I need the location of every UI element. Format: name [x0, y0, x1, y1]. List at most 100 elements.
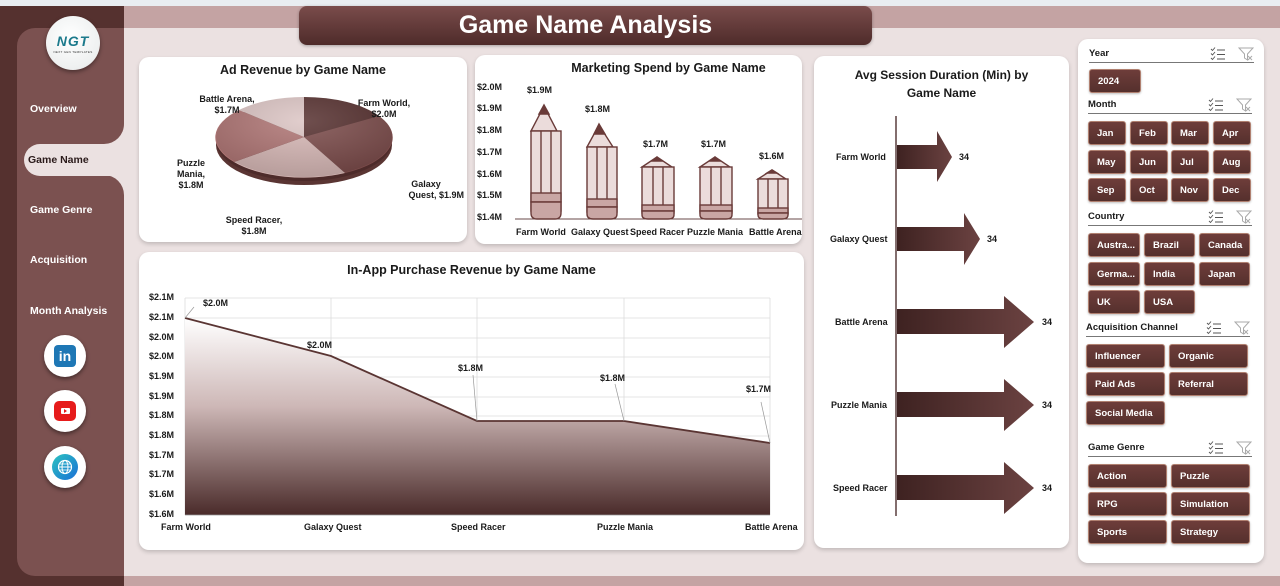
- month-option-jan[interactable]: Jan: [1088, 121, 1126, 145]
- country-option-brazil[interactable]: Brazil: [1144, 233, 1195, 257]
- marketing-spend-chart: Marketing Spend by Game Name $2.0M $1.9M…: [475, 55, 802, 244]
- x-tick: Puzzle Mania: [597, 522, 654, 532]
- pie-chart: [215, 96, 393, 185]
- year-option-2024[interactable]: 2024: [1089, 69, 1141, 93]
- genre-option-puzzle[interactable]: Puzzle: [1171, 464, 1250, 488]
- genre-option-rpg[interactable]: RPG: [1088, 492, 1167, 516]
- sidebar-item-label: Game Genre: [30, 204, 93, 216]
- y-category: Galaxy Quest: [830, 234, 888, 244]
- month-option-nov[interactable]: Nov: [1171, 178, 1209, 202]
- x-tick: Speed Racer: [630, 227, 685, 237]
- y-tick: $2.1M: [149, 312, 175, 322]
- bar-value-label: $1.6M: [759, 151, 785, 161]
- clear-filter-icon[interactable]: [1236, 441, 1252, 455]
- sidebar-item-acquisition[interactable]: Acquisition: [24, 244, 124, 276]
- website-button[interactable]: [44, 446, 86, 488]
- page-title: Game Name Analysis: [299, 6, 872, 45]
- y-tick: $1.4M: [477, 212, 503, 222]
- pie-label-galaxy-quest: Galaxy Quest, $1.9M: [408, 179, 464, 200]
- country-option-canada[interactable]: Canada: [1199, 233, 1250, 257]
- y-tick: $1.7M: [477, 147, 503, 157]
- channel-option-social-media[interactable]: Social Media: [1086, 401, 1165, 425]
- country-option-india[interactable]: India: [1144, 262, 1195, 286]
- month-option-apr[interactable]: Apr: [1213, 121, 1251, 145]
- arrow-bars: [895, 116, 1034, 516]
- sidebar-item-game-genre[interactable]: Game Genre: [24, 194, 124, 226]
- pie-label-puzzle-mania: Puzzle Mania, $1.8M: [176, 158, 205, 190]
- month-option-sep[interactable]: Sep: [1088, 178, 1126, 202]
- channel-option-organic[interactable]: Organic: [1169, 344, 1248, 368]
- y-tick: $2.1M: [149, 292, 175, 302]
- country-option-australia[interactable]: Austra...: [1088, 233, 1140, 257]
- globe-icon: [52, 454, 78, 480]
- chart-title: In-App Purchase Revenue by Game Name: [347, 263, 596, 277]
- y-category: Puzzle Mania: [831, 400, 888, 410]
- genre-slicer-header: Game Genre: [1088, 439, 1252, 457]
- x-tick: Battle Arena: [749, 227, 802, 237]
- month-option-may[interactable]: May: [1088, 150, 1126, 174]
- point-value-label: $1.8M: [458, 363, 484, 373]
- chart-title: Marketing Spend by Game Name: [571, 61, 766, 75]
- genre-option-sports[interactable]: Sports: [1088, 520, 1167, 544]
- channel-option-referral[interactable]: Referral: [1169, 372, 1248, 396]
- country-option-uk[interactable]: UK: [1088, 290, 1140, 314]
- multi-select-icon[interactable]: [1208, 97, 1224, 112]
- linkedin-icon: in: [54, 345, 76, 367]
- linkedin-button[interactable]: in: [44, 335, 86, 377]
- x-tick: Galaxy Quest: [304, 522, 362, 532]
- page-title-text: Game Name Analysis: [458, 11, 713, 39]
- month-option-jul[interactable]: Jul: [1171, 150, 1209, 174]
- point-value-label: $1.7M: [746, 384, 772, 394]
- multi-select-icon[interactable]: [1208, 440, 1224, 455]
- country-option-usa[interactable]: USA: [1144, 290, 1195, 314]
- month-option-jun[interactable]: Jun: [1130, 150, 1168, 174]
- bar-value-label: $1.7M: [643, 139, 669, 149]
- bar-value-label: 34: [1042, 317, 1053, 327]
- genre-option-strategy[interactable]: Strategy: [1171, 520, 1250, 544]
- clear-filter-icon[interactable]: [1236, 98, 1252, 112]
- avg-session-chart: Avg Session Duration (Min) by Game Name …: [814, 56, 1069, 548]
- x-tick: Galaxy Quest: [571, 227, 629, 237]
- sidebar-item-month-analysis[interactable]: Month Analysis: [24, 295, 124, 327]
- genre-option-action[interactable]: Action: [1088, 464, 1167, 488]
- clear-filter-icon[interactable]: [1234, 321, 1250, 335]
- month-option-oct[interactable]: Oct: [1130, 178, 1168, 202]
- bar-value-label: 34: [987, 234, 998, 244]
- chart-title: Ad Revenue by Game Name: [219, 63, 387, 77]
- bar-value-label: $1.7M: [701, 139, 727, 149]
- channel-option-paid-ads[interactable]: Paid Ads: [1086, 372, 1165, 396]
- bar-value-label: $1.9M: [527, 85, 553, 95]
- country-option-germany[interactable]: Germa...: [1088, 262, 1140, 286]
- channel-option-influencer[interactable]: Influencer: [1086, 344, 1165, 368]
- sidebar-item-game-name[interactable]: Game Name: [24, 144, 124, 176]
- month-option-aug[interactable]: Aug: [1213, 150, 1251, 174]
- month-option-dec[interactable]: Dec: [1213, 178, 1251, 202]
- logo-subtext: NEXT GEN TEMPLATES: [53, 49, 93, 54]
- slicer-title: Acquisition Channel: [1086, 322, 1178, 333]
- y-category: Speed Racer: [833, 483, 888, 493]
- multi-select-icon[interactable]: [1208, 209, 1224, 224]
- multi-select-icon[interactable]: [1210, 46, 1226, 61]
- y-tick: $1.9M: [477, 103, 503, 113]
- point-value-label: $1.8M: [600, 373, 626, 383]
- bar-value-label: 34: [959, 152, 970, 162]
- month-option-feb[interactable]: Feb: [1130, 121, 1168, 145]
- youtube-button[interactable]: [44, 390, 86, 432]
- month-option-mar[interactable]: Mar: [1171, 121, 1209, 145]
- in-app-revenue-chart: In-App Purchase Revenue by Game Name: [139, 252, 804, 550]
- logo: NGT NEXT GEN TEMPLATES: [46, 16, 100, 70]
- y-tick: $1.8M: [149, 430, 175, 440]
- y-tick: $1.9M: [149, 371, 175, 381]
- pencil-bars: [515, 103, 802, 220]
- pie-label-farm-world: Farm World, $2.0M: [357, 98, 411, 119]
- clear-filter-icon[interactable]: [1238, 47, 1254, 61]
- x-tick: Farm World: [161, 522, 211, 532]
- sidebar-item-overview[interactable]: Overview: [24, 93, 124, 125]
- multi-select-icon[interactable]: [1206, 320, 1222, 335]
- country-option-japan[interactable]: Japan: [1199, 262, 1250, 286]
- genre-option-simulation[interactable]: Simulation: [1171, 492, 1250, 516]
- x-tick: Speed Racer: [451, 522, 506, 532]
- channel-slicer-header: Acquisition Channel: [1086, 319, 1250, 337]
- clear-filter-icon[interactable]: [1236, 210, 1252, 224]
- y-tick: $1.8M: [477, 125, 503, 135]
